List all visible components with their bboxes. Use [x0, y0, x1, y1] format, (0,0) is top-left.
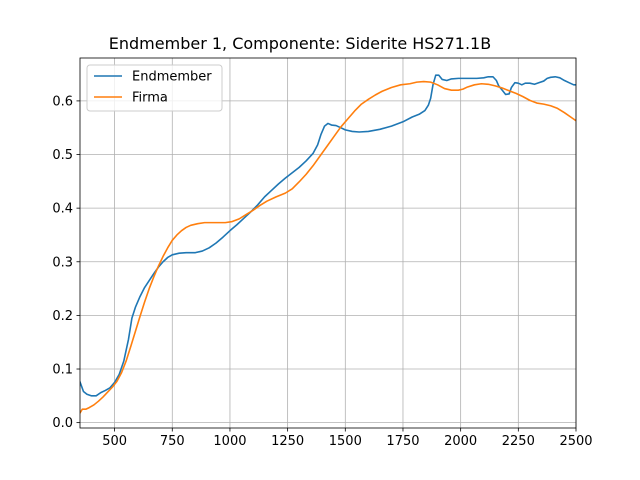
axes-frame [79, 57, 577, 429]
x-tick-label: 1750 [386, 434, 419, 449]
x-tick-label: 2000 [444, 434, 477, 449]
x-tick-label: 500 [102, 434, 127, 449]
chart-title: Endmember 1, Componente: Siderite HS271.… [109, 34, 491, 53]
legend-label-firma: Firma [132, 91, 168, 106]
y-tick-label: 0.1 [52, 363, 73, 378]
series-layer [80, 74, 576, 414]
y-axis: 0.0 0.1 0.2 0.3 0.4 0.5 0.6 [52, 94, 80, 431]
legend: Endmember Firma [86, 64, 223, 112]
y-tick-label: 0.2 [52, 309, 73, 324]
x-tick-label: 1250 [271, 434, 304, 449]
legend-label-endmember: Endmember [132, 70, 212, 85]
x-tick-label: 750 [160, 434, 185, 449]
y-tick-label: 0.5 [52, 148, 73, 163]
series-line-endmember [80, 74, 576, 397]
x-axis: 500 750 1000 1250 1500 1750 2000 2250 2500 [102, 428, 593, 449]
y-tick-label: 0.0 [52, 416, 73, 431]
x-tick-label: 2500 [559, 434, 592, 449]
x-tick-label: 1000 [213, 434, 246, 449]
x-tick-label: 1500 [329, 434, 362, 449]
x-tick-label: 2250 [502, 434, 535, 449]
y-tick-label: 0.6 [52, 94, 73, 109]
series-line-firma [80, 80, 576, 414]
y-tick-label: 0.4 [52, 202, 73, 217]
y-tick-label: 0.3 [52, 255, 73, 270]
